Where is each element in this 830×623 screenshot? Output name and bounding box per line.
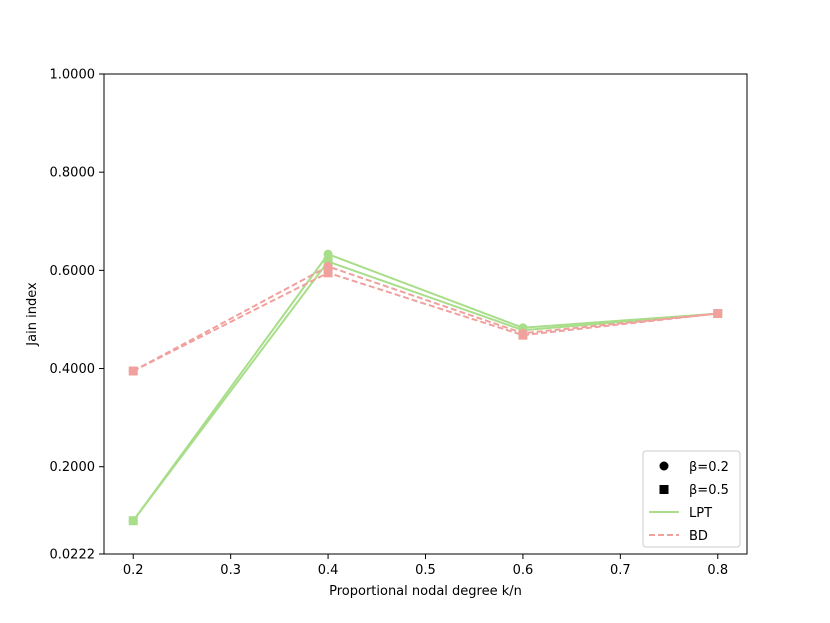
- x-axis-label: Proportional nodal degree k/n: [329, 584, 522, 599]
- x-tick-label: 0.4: [318, 563, 339, 578]
- data-point-bd-square: [128, 366, 138, 376]
- y-axis-label: Jain index: [25, 282, 40, 347]
- series-line-bd-3: [132, 271, 718, 372]
- x-tick-label: 0.6: [513, 563, 534, 578]
- series-layer: [128, 249, 723, 526]
- data-point-bd-square: [323, 268, 333, 278]
- series-line-lpt-0: [132, 253, 718, 522]
- data-point-lpt-square: [323, 257, 333, 267]
- x-tick-label: 0.5: [415, 563, 436, 578]
- y-tick-label: 0.6000: [50, 264, 96, 279]
- series-line-bd-2: [132, 265, 718, 372]
- legend-square-marker: [659, 485, 669, 494]
- x-tick-label: 0.7: [610, 563, 631, 578]
- legend-frame: [642, 450, 741, 548]
- legend-square-label: β=0.5: [689, 483, 729, 498]
- data-point-lpt-circle: [323, 249, 333, 259]
- legend-bd-label: BD: [689, 529, 708, 544]
- x-tick-label: 0.2: [123, 563, 144, 578]
- x-tick-label: 0.8: [707, 563, 728, 578]
- y-tick-label: 0.8000: [50, 166, 96, 181]
- y-tick-label: 0.4000: [50, 362, 96, 377]
- legend-circle-label: β=0.2: [689, 460, 729, 475]
- y-tick-label: 0.0222: [50, 548, 96, 563]
- legend: β=0.2 β=0.5 LPT BD: [642, 450, 741, 548]
- y-tick-label: 0.2000: [50, 460, 96, 475]
- data-point-bd-square: [518, 330, 528, 340]
- data-point-bd-square: [713, 309, 723, 319]
- legend-lpt-label: LPT: [689, 506, 712, 521]
- tick-layer: 0.2 0.3 0.4 0.5 0.6 0.7 0.8 0.0222 0.2000 0.4000 0…: [50, 68, 729, 579]
- legend-circle-marker: [659, 461, 669, 471]
- y-tick-label: 1.0000: [50, 68, 96, 83]
- series-line-lpt-1: [132, 260, 718, 522]
- x-tick-label: 0.3: [220, 563, 241, 578]
- data-point-lpt-square: [128, 516, 138, 526]
